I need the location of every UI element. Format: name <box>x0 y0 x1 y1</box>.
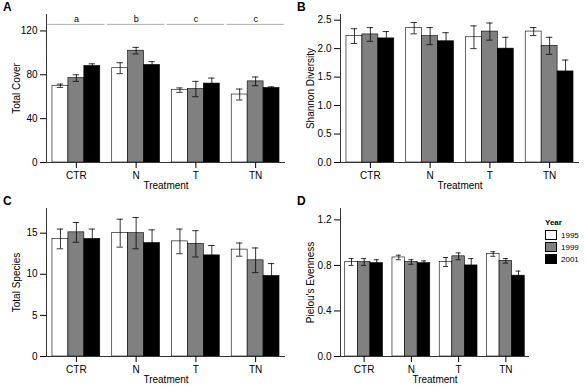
svg-text:a: a <box>74 14 79 24</box>
svg-text:5: 5 <box>32 310 38 321</box>
html-text:C: C <box>3 194 12 208</box>
svg-text:1.0: 1.0 <box>318 100 332 111</box>
svg-text:T: T <box>193 364 199 375</box>
svg-text:0.8: 0.8 <box>318 260 332 271</box>
svg-text:c: c <box>194 14 199 24</box>
svg-text:1.5: 1.5 <box>318 71 332 82</box>
svg-text:N: N <box>407 363 415 375</box>
svg-text:N: N <box>133 364 140 375</box>
svg-text:Treatment: Treatment <box>143 374 188 385</box>
svg-text:Pielou's Evenness: Pielou's Evenness <box>305 242 316 323</box>
svg-text:T: T <box>487 170 493 181</box>
svg-text:Shannon Diversity: Shannon Diversity <box>305 48 316 129</box>
svg-text:TN: TN <box>499 364 512 375</box>
svg-text:0: 0 <box>32 351 38 362</box>
svg-text:c: c <box>253 14 258 24</box>
svg-text:120: 120 <box>21 25 38 36</box>
svg-text:10: 10 <box>26 268 38 279</box>
svg-text:TN: TN <box>543 170 556 181</box>
svg-text:0.4: 0.4 <box>318 305 332 316</box>
svg-text:N: N <box>427 170 434 181</box>
svg-text:T: T <box>455 363 462 375</box>
svg-text:Treatment: Treatment <box>437 180 482 191</box>
svg-text:TN: TN <box>249 364 262 375</box>
svg-text:N: N <box>133 170 140 181</box>
svg-text:Treatment: Treatment <box>143 180 188 191</box>
html-text:A: A <box>3 0 12 14</box>
html-text:1995: 1995 <box>561 230 579 240</box>
svg-text:T: T <box>193 170 199 181</box>
svg-text:1.2: 1.2 <box>318 214 332 225</box>
svg-text:Total Cover: Total Cover <box>11 63 22 114</box>
svg-text:15: 15 <box>26 227 38 238</box>
html-text:B: B <box>297 0 306 14</box>
svg-text:0.0: 0.0 <box>318 351 332 362</box>
svg-text:0.0: 0.0 <box>318 157 332 168</box>
html-text:1999: 1999 <box>561 242 579 252</box>
html-text:Year: Year <box>545 218 562 227</box>
svg-text:b: b <box>134 14 139 24</box>
svg-text:2.5: 2.5 <box>318 14 332 25</box>
svg-text:40: 40 <box>26 113 38 124</box>
svg-text:2.0: 2.0 <box>318 43 332 54</box>
svg-text:80: 80 <box>26 69 38 80</box>
svg-text:TN: TN <box>249 170 262 181</box>
html-text:D: D <box>297 194 306 208</box>
svg-text:CTR: CTR <box>354 364 375 375</box>
svg-text:CTR: CTR <box>66 170 87 181</box>
svg-text:0: 0 <box>32 157 38 168</box>
svg-text:Treatment: Treatment <box>412 374 457 385</box>
svg-text:Total Species: Total Species <box>11 253 22 312</box>
svg-text:CTR: CTR <box>360 170 381 181</box>
html-text:2001: 2001 <box>561 254 579 264</box>
svg-text:CTR: CTR <box>66 364 87 375</box>
svg-text:0.5: 0.5 <box>318 128 332 139</box>
